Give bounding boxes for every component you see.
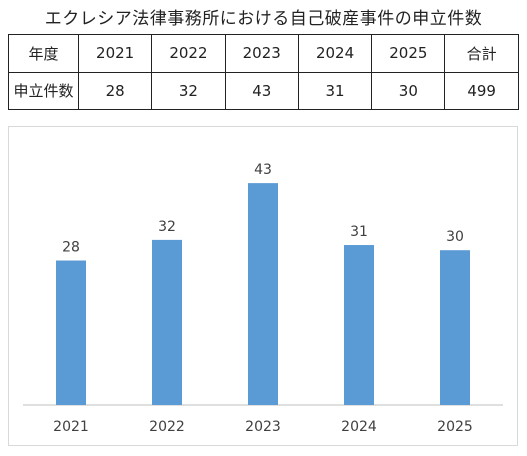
cell-2025: 30: [371, 71, 446, 110]
x-tick-label-2024: 2024: [341, 419, 377, 435]
bar-chart: 28 2021 32 2022 43 2023 31 2024 30 2025: [8, 126, 518, 446]
chart-svg: 28 2021 32 2022 43 2023 31 2024 30 2025: [23, 162, 503, 435]
page-title: エクレシア法律事務所における自己破産事件の申立件数: [44, 9, 483, 29]
bar-2022: [152, 239, 182, 405]
header-cell-2021: 2021: [77, 34, 153, 73]
bar-2023: [248, 183, 278, 405]
data-label-2025: 30: [446, 229, 464, 245]
data-label-2024: 31: [350, 224, 368, 240]
cell-2024: 31: [297, 71, 373, 110]
bar-2025: [440, 250, 470, 405]
data-label-2023: 43: [254, 162, 272, 178]
bar-2024: [344, 245, 374, 405]
x-tick-label-2023: 2023: [245, 419, 281, 435]
bar-2021: [56, 260, 86, 405]
table-header-row: 年度 2021 2022 2023 2024 2025 合計: [8, 34, 519, 73]
header-cell-2025: 2025: [371, 34, 446, 73]
header-cell-2023: 2023: [224, 34, 299, 73]
cell-2021: 28: [77, 71, 153, 110]
header-cell-total: 合計: [444, 34, 519, 73]
data-label-2021: 28: [62, 240, 80, 256]
table-row: 申立件数 28 32 43 31 30 499: [8, 71, 519, 110]
row-label-filings: 申立件数: [8, 71, 79, 110]
header-cell-2022: 2022: [151, 34, 226, 73]
cell-2023: 43: [224, 71, 299, 110]
summary-table: 年度 2021 2022 2023 2024 2025 合計 申立件数 28 3…: [8, 34, 519, 110]
x-tick-label-2021: 2021: [53, 419, 89, 435]
cell-total: 499: [444, 71, 519, 110]
header-cell-year-label: 年度: [8, 34, 79, 73]
x-tick-label-2025: 2025: [437, 419, 473, 435]
x-tick-label-2022: 2022: [149, 419, 185, 435]
cell-2022: 32: [151, 71, 226, 110]
data-label-2022: 32: [158, 219, 176, 235]
header-cell-2024: 2024: [297, 34, 373, 73]
